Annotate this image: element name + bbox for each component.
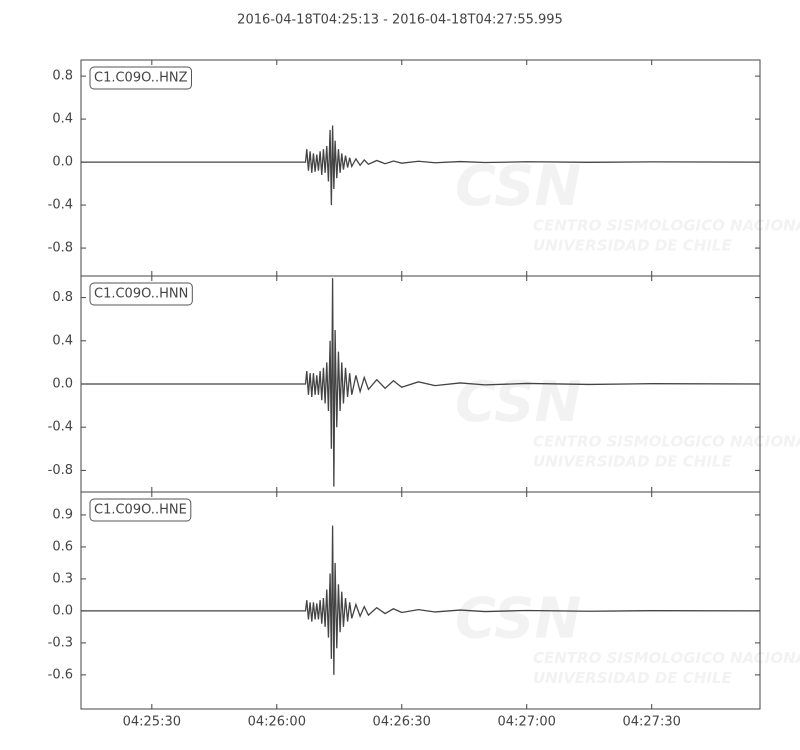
y-tick-label: -0.4 bbox=[48, 420, 73, 435]
x-tick-label: 04:25:30 bbox=[123, 715, 181, 730]
watermark-logo: CSN bbox=[455, 587, 581, 652]
y-tick-label: 0.3 bbox=[52, 571, 73, 586]
watermark-line: CENTRO SISMOLOGICO NACIONAL bbox=[533, 433, 800, 451]
y-tick-label: -0.4 bbox=[48, 198, 73, 213]
y-tick-label: 0.8 bbox=[52, 69, 73, 84]
trace bbox=[81, 278, 761, 487]
x-tick-label: 04:26:30 bbox=[373, 715, 431, 730]
legend-label: C1.C09O..HNN bbox=[94, 287, 188, 302]
y-tick-label: 0.0 bbox=[52, 155, 73, 170]
y-tick-label: -0.8 bbox=[48, 463, 73, 478]
x-tick-label: 04:27:30 bbox=[622, 715, 680, 730]
legend-box bbox=[89, 282, 193, 306]
legend-label: C1.C09O..HNZ bbox=[94, 71, 188, 86]
watermark-line: UNIVERSIDAD DE CHILE bbox=[533, 669, 732, 687]
x-tick-label: 04:27:00 bbox=[498, 715, 556, 730]
y-tick-label: 0.9 bbox=[52, 507, 73, 522]
watermark-line: CENTRO SISMOLOGICO NACIONAL bbox=[533, 217, 800, 235]
x-tick-label: 04:26:00 bbox=[248, 715, 306, 730]
y-tick-label: -0.6 bbox=[48, 667, 73, 682]
legend-box bbox=[89, 66, 192, 90]
watermark-line: CENTRO SISMOLOGICO NACIONAL bbox=[533, 649, 800, 667]
y-tick-label: -0.3 bbox=[48, 635, 73, 650]
legend-box bbox=[89, 498, 192, 522]
y-tick-label: 0.4 bbox=[52, 112, 73, 127]
chart-title: 2016-04-18T04:25:13 - 2016-04-18T04:27:5… bbox=[237, 13, 563, 28]
y-tick-label: 0.8 bbox=[52, 290, 73, 305]
y-tick-label: 0.0 bbox=[52, 603, 73, 618]
plot-frame bbox=[80, 491, 761, 710]
y-tick-label: -0.8 bbox=[48, 241, 73, 256]
y-tick-label: 0.0 bbox=[52, 377, 73, 392]
y-tick-label: 0.6 bbox=[52, 539, 73, 554]
watermark-line: UNIVERSIDAD DE CHILE bbox=[533, 237, 732, 255]
trace bbox=[81, 125, 761, 206]
watermark-logo: CSN bbox=[455, 370, 581, 435]
watermark-logo: CSN bbox=[455, 154, 581, 219]
legend-label: C1.C09O..HNE bbox=[94, 503, 187, 518]
watermark-line: UNIVERSIDAD DE CHILE bbox=[533, 453, 732, 471]
y-tick-label: 0.4 bbox=[52, 333, 73, 348]
trace bbox=[81, 525, 761, 675]
